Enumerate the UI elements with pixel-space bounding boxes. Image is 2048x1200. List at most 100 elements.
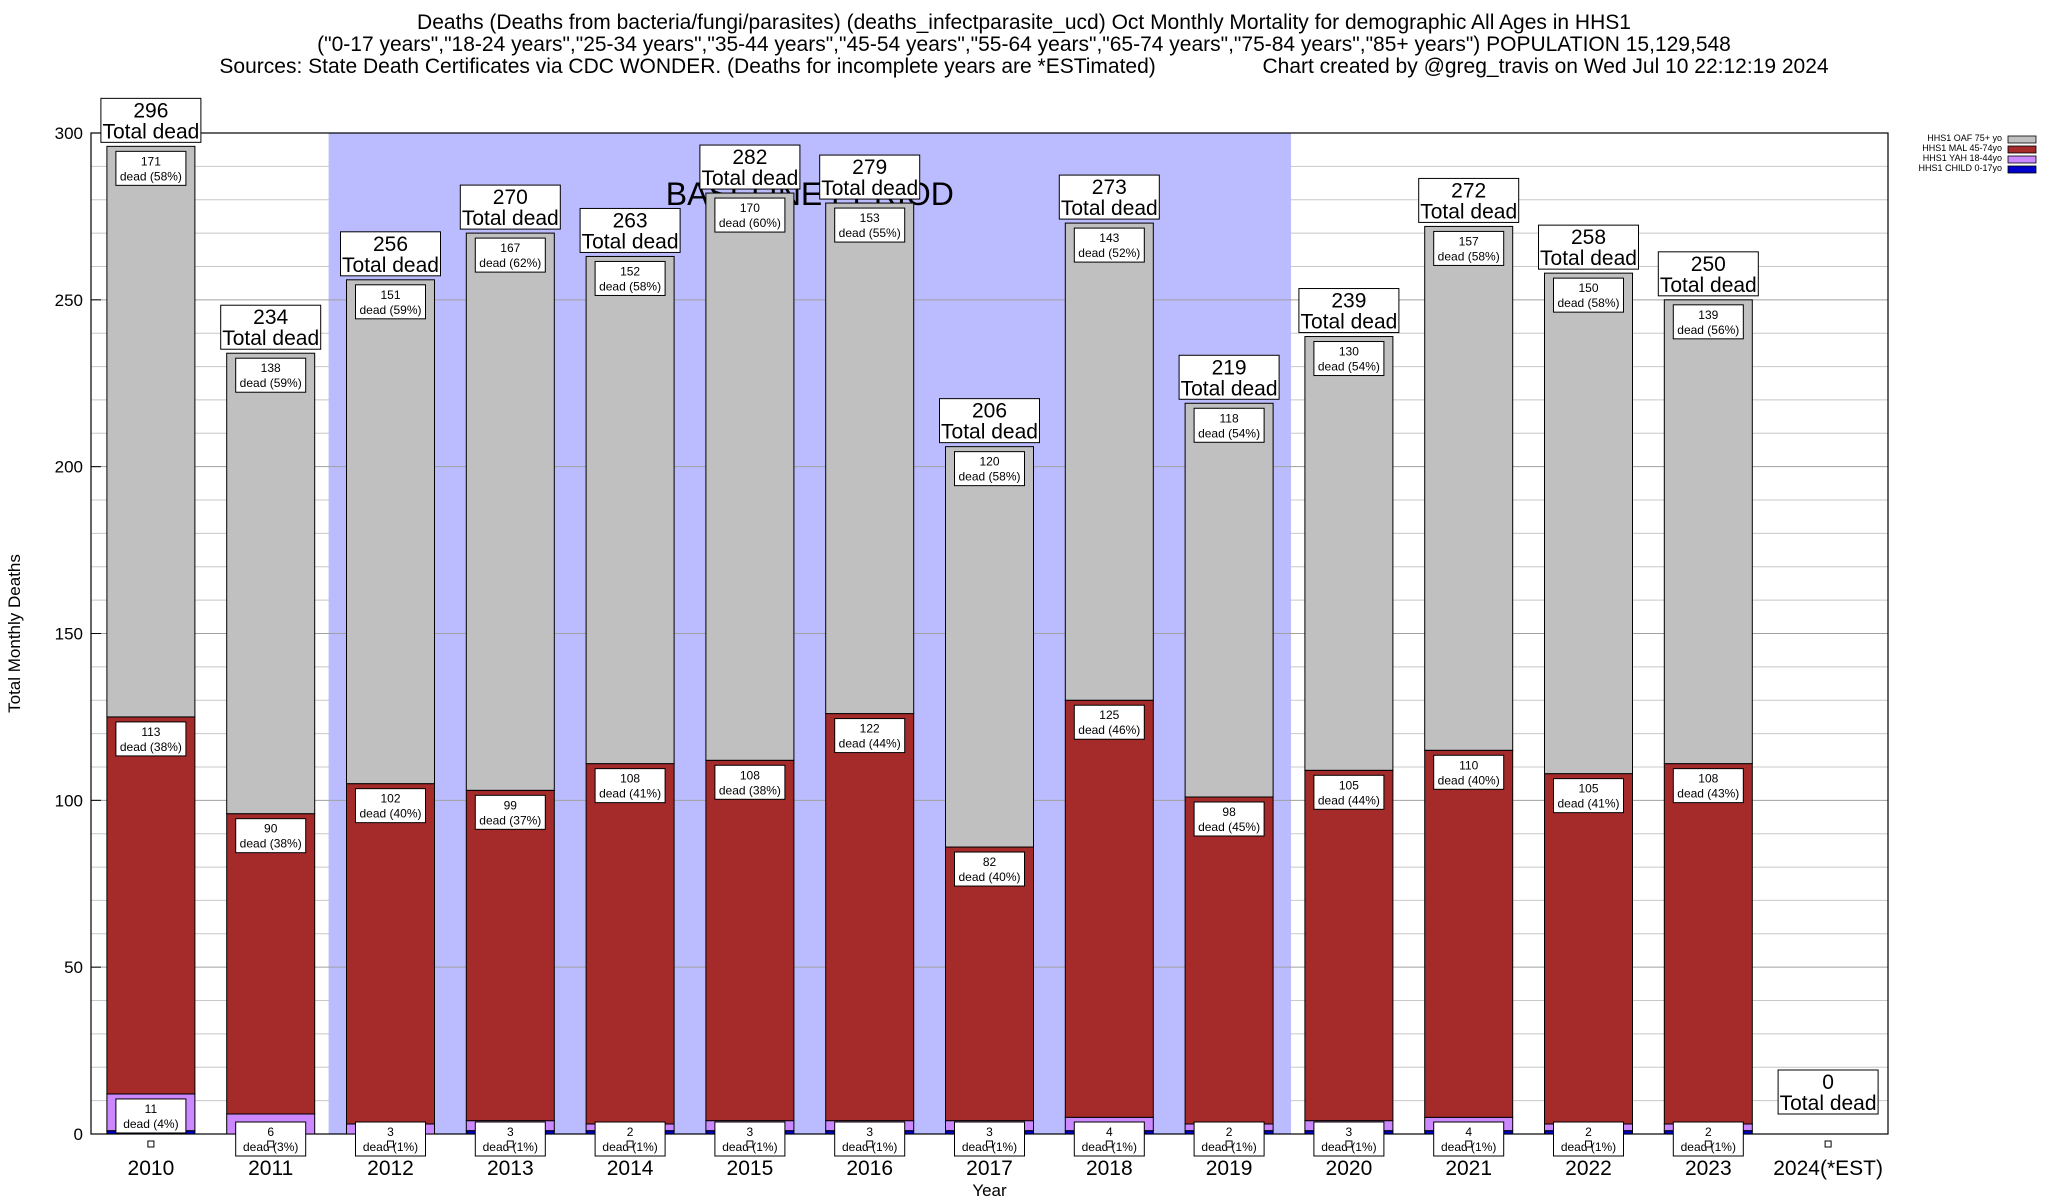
- total-label-box: [100, 97, 202, 143]
- bar-segment-mal: [705, 759, 795, 1122]
- bar-segment-oaf: [1184, 402, 1274, 798]
- segment-count-label: 157: [1459, 234, 1479, 248]
- total-value-label: 282: [732, 146, 767, 169]
- segment-count-label: 98: [1222, 805, 1236, 819]
- category-marker: [1585, 1140, 1592, 1148]
- x-tick-label: 2010: [128, 1157, 175, 1180]
- segment-count-label: 143: [1099, 231, 1119, 245]
- total-value-label: 263: [613, 209, 648, 232]
- segment-count-label: 113: [141, 725, 160, 739]
- x-tick-label: 2023: [1685, 1157, 1732, 1180]
- category-marker: [1345, 1140, 1353, 1148]
- segment-label-box: [1313, 341, 1385, 377]
- segment-label-box: [1672, 1121, 1744, 1157]
- segment-count-label: 167: [500, 241, 520, 255]
- category-marker: [866, 1140, 874, 1148]
- x-tick-label: 2013: [487, 1157, 534, 1180]
- x-tick-label: 2022: [1565, 1157, 1612, 1180]
- x-tick-label: 2018: [1086, 1157, 1133, 1180]
- x-tick-label: 2014: [607, 1157, 654, 1180]
- x-tick-label: 2024(*EST): [1773, 1157, 1883, 1180]
- x-axis-title: Year: [972, 1181, 1007, 1200]
- y-tick-label: 200: [55, 458, 83, 477]
- segment-count-label: 108: [1698, 772, 1718, 786]
- segment-count-label: 3: [747, 1125, 754, 1139]
- segment-percent-label: dead (44%): [1318, 793, 1380, 807]
- segment-count-label: 110: [1459, 758, 1478, 772]
- total-label-box: [1418, 177, 1520, 223]
- segment-label-box: [115, 1098, 187, 1134]
- segment-label-box: [834, 1121, 906, 1157]
- segment-label-box: [1073, 1121, 1145, 1157]
- segment-percent-label: dead (38%): [719, 783, 781, 797]
- segment-count-label: 4: [1465, 1125, 1472, 1139]
- segment-label-box: [235, 818, 307, 854]
- segment-percent-label: dead (54%): [1198, 426, 1260, 440]
- y-tick-label: 300: [55, 124, 83, 143]
- segment-label-box: [1433, 230, 1505, 266]
- total-text-label: Total dead: [821, 177, 918, 200]
- x-tick-label: 2012: [367, 1157, 414, 1180]
- segment-count-label: 102: [380, 792, 400, 806]
- segment-label-box: [1313, 774, 1385, 810]
- total-text-label: Total dead: [701, 167, 798, 190]
- segment-count-label: 2: [1585, 1125, 1592, 1139]
- chart-title-line-2: ("0-17 years","18-24 years","25-34 years…: [317, 33, 1731, 56]
- segment-label-box: [594, 260, 666, 296]
- total-value-label: 219: [1212, 356, 1247, 379]
- segment-label-box: [235, 1121, 307, 1157]
- total-value-label: 273: [1092, 176, 1127, 199]
- segment-label-box: [1433, 754, 1505, 790]
- segment-label-box: [235, 357, 307, 393]
- created-by-note: Chart created by @greg_travis on Wed Jul…: [1262, 55, 1829, 78]
- total-text-label: Total dead: [941, 421, 1038, 444]
- segment-count-label: 171: [141, 154, 161, 168]
- segment-count-label: 11: [145, 1102, 158, 1116]
- segment-count-label: 2: [1226, 1125, 1233, 1139]
- segment-count-label: 153: [860, 211, 880, 225]
- segment-label-box: [474, 237, 546, 273]
- segment-label-box: [594, 1121, 666, 1157]
- bar-segment-oaf: [585, 255, 675, 765]
- segment-label-box: [1433, 1121, 1505, 1157]
- total-label-box: [939, 398, 1040, 444]
- total-value-label: 0: [1822, 1071, 1834, 1094]
- total-label-box: [819, 154, 921, 200]
- segment-count-label: 150: [1578, 281, 1598, 295]
- category-marker: [1824, 1140, 1832, 1148]
- segment-count-label: 105: [1578, 782, 1598, 796]
- segment-count-label: 130: [1339, 345, 1359, 359]
- category-marker: [1465, 1140, 1473, 1148]
- segment-percent-label: dead (40%): [359, 807, 421, 821]
- bar-segment-mal: [465, 789, 555, 1122]
- segment-percent-label: dead (60%): [719, 216, 781, 230]
- segment-count-label: 6: [267, 1125, 274, 1139]
- x-tick-label: 2017: [966, 1157, 1013, 1180]
- category-marker: [1704, 1140, 1712, 1148]
- segment-count-label: 99: [504, 798, 518, 812]
- segment-label-box: [594, 768, 666, 804]
- segment-percent-label: dead (38%): [240, 837, 302, 851]
- segment-percent-label: dead (59%): [359, 303, 421, 317]
- segment-percent-label: dead (62%): [479, 256, 541, 270]
- segment-count-label: 138: [261, 361, 281, 375]
- legend-entry-label: HHS1 MAL 45-74yo: [1922, 143, 2002, 153]
- segment-percent-label: dead (41%): [599, 787, 661, 801]
- segment-label-box: [474, 794, 546, 830]
- segment-label-box: [1193, 1121, 1265, 1157]
- x-tick-label: 2019: [1206, 1157, 1253, 1180]
- segment-count-label: 152: [620, 264, 640, 278]
- total-text-label: Total dead: [582, 230, 679, 253]
- total-value-label: 270: [493, 186, 528, 209]
- bar-segment-oaf: [106, 145, 196, 718]
- chart-title-line-3: Sources: State Death Certificates via CD…: [0, 56, 2048, 78]
- total-label-box: [220, 304, 322, 350]
- segment-label-box: [954, 851, 1025, 887]
- category-marker: [626, 1140, 634, 1148]
- category-marker: [506, 1140, 514, 1148]
- x-tick-label: 2016: [846, 1157, 893, 1180]
- total-label-box: [699, 144, 801, 190]
- segment-count-label: 122: [860, 722, 880, 736]
- segment-percent-label: dead (38%): [120, 740, 182, 754]
